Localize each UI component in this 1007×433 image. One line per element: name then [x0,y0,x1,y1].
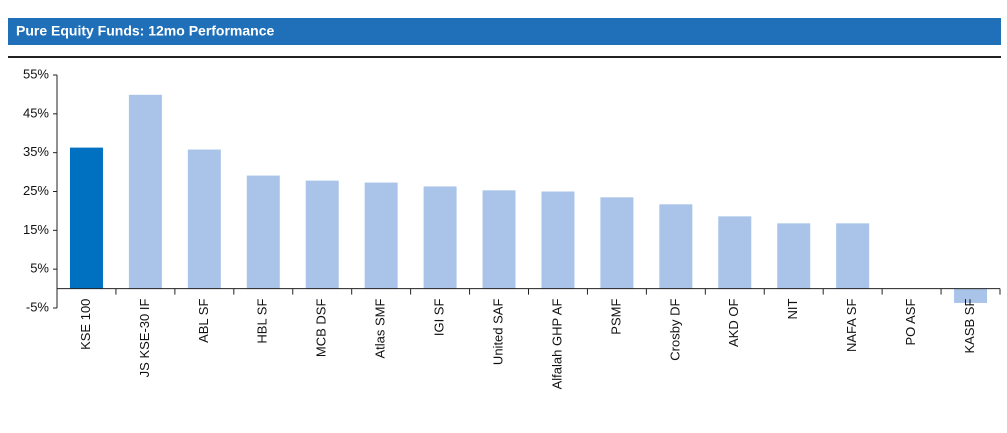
y-tick-label: 15% [23,222,49,237]
x-tick-label: ABL SF [196,299,211,343]
bar [600,197,634,289]
bar [836,223,870,289]
y-tick-label: 45% [23,105,49,120]
bar [305,180,339,289]
bar [69,147,103,289]
bar [541,191,575,289]
x-tick-label: KASB SF [962,299,977,354]
bar [423,186,457,289]
bar [777,223,811,289]
x-tick-label: Alfalah GHP AF [549,299,564,390]
x-tick-label: NAFA SF [844,299,859,353]
bar [659,204,693,289]
x-tick-label: AKD OF [726,299,741,347]
x-tick-label: NIT [785,299,800,320]
x-tick-label: KSE 100 [78,299,93,350]
bar [718,216,752,289]
x-tick-label: JS KSE-30 IF [137,299,152,378]
bar [954,288,988,303]
x-tick-label: PSMF [608,299,623,335]
y-tick-label: 35% [23,144,49,159]
x-tick-label: HBL SF [255,299,270,344]
x-tick-label: Crosby DF [667,299,682,361]
bar [482,190,516,289]
x-tick-label: Atlas SMF [373,299,388,359]
bar [246,175,280,289]
y-tick-label: 25% [23,183,49,198]
y-tick-label: 5% [30,261,49,276]
chart-title: Pure Equity Funds: 12mo Performance [16,23,274,39]
bar [187,149,221,289]
x-tick-label: PO ASF [903,299,918,346]
y-tick-label: -5% [26,299,50,314]
x-tick-label: IGI SF [432,299,447,337]
y-tick-label: 55% [23,66,49,81]
title-bar [8,18,1001,45]
x-tick-label: MCB DSF [314,299,329,358]
x-tick-label: United SAF [490,299,505,366]
bar [128,94,162,289]
bar [364,182,398,289]
